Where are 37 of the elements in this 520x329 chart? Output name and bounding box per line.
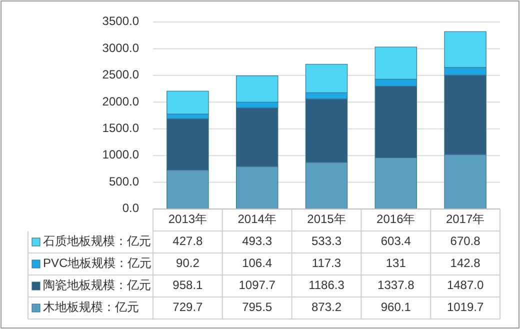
data-label: 117.3	[312, 256, 342, 270]
data-label: 1337.8	[378, 278, 414, 292]
legend-item: PVC地板规模：亿元	[32, 256, 152, 270]
data-label: 493.3	[242, 234, 272, 248]
data-label: 90.2	[176, 256, 200, 270]
data-label: 1097.7	[238, 278, 276, 292]
ytick: 3500.0	[102, 14, 139, 28]
ytick: 3000.0	[102, 40, 139, 55]
data-label: 958.1	[172, 278, 203, 292]
data-label: 1487.0	[446, 278, 484, 292]
data-label: 142.8	[450, 256, 480, 270]
xtick: 2013年	[168, 212, 208, 226]
ytick: 2500.0	[102, 68, 139, 82]
ytick: 1000.0	[102, 148, 139, 162]
data-label: 729.7	[172, 300, 203, 314]
data-label: 1186.3	[308, 278, 344, 292]
ytick: 2000.0	[102, 94, 139, 108]
data-label: 533.3	[311, 234, 342, 248]
data-label: 131	[386, 256, 406, 270]
xtick: 2015年	[307, 212, 346, 226]
data-label: 670.8	[450, 234, 480, 248]
legend-item: 木地板规模：亿元	[32, 300, 139, 314]
xtick: 2017年	[446, 212, 485, 226]
legend-item: 石质地板规模：亿元	[32, 234, 151, 248]
data-label: 795.5	[242, 300, 272, 314]
data-label: 106.4	[242, 256, 272, 270]
xtick: 2014年	[238, 212, 276, 226]
ytick: 0.0	[122, 201, 139, 216]
ytick: 1500.0	[102, 121, 139, 136]
data-label: 603.4	[380, 234, 411, 248]
ytick: 500.0	[108, 174, 139, 188]
legend-item: 陶瓷地板规模：亿元	[32, 278, 151, 292]
data-label: 427.8	[172, 234, 203, 248]
data-label: 960.1	[380, 300, 411, 314]
xtick: 2016年	[376, 212, 416, 226]
data-label: 873.2	[311, 300, 342, 314]
data-label: 1019.7	[446, 300, 484, 314]
